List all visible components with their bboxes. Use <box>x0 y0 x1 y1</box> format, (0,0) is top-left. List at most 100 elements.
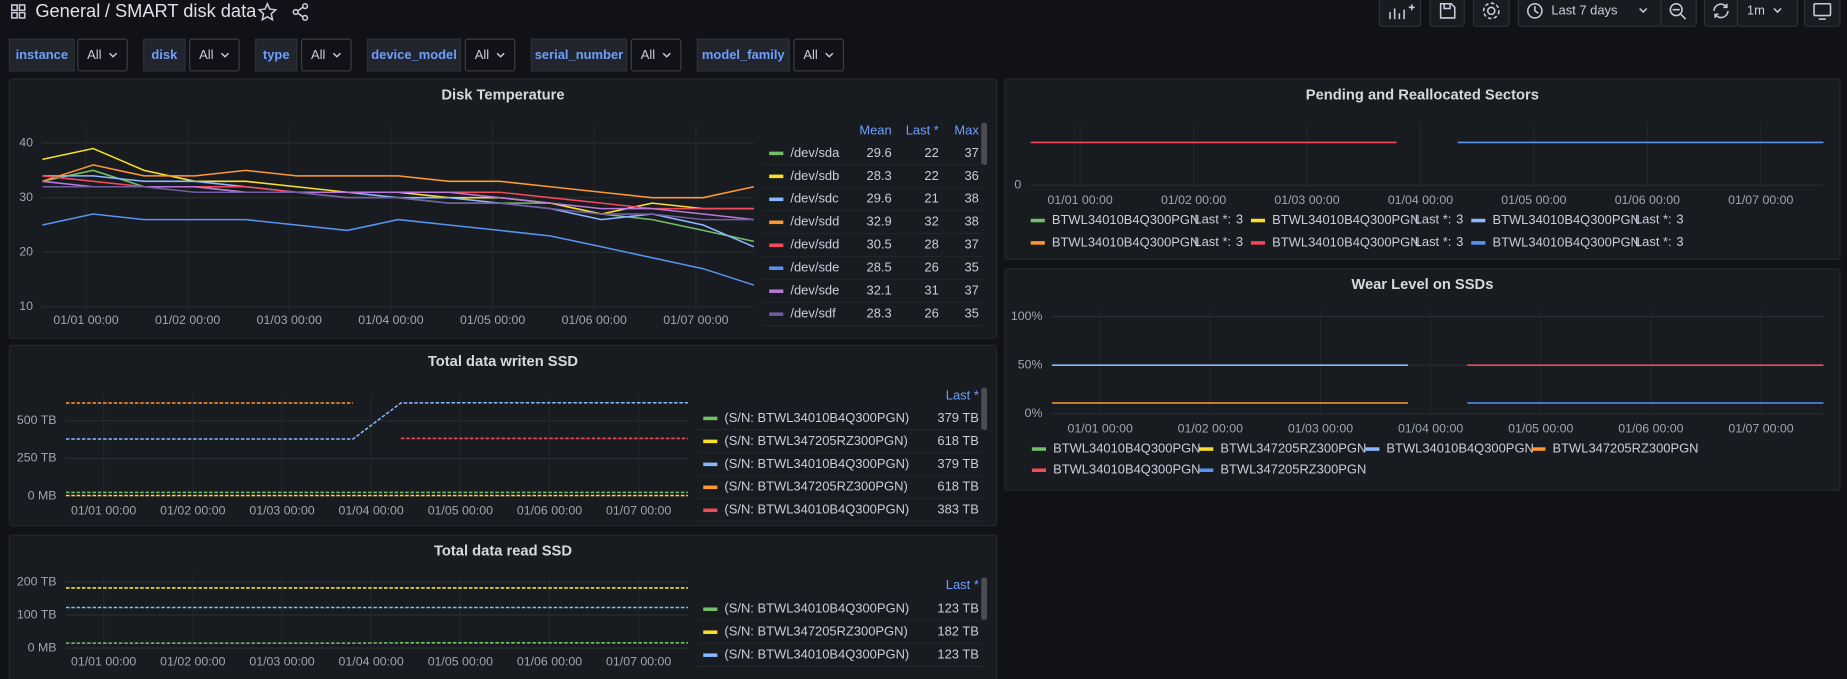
panel-title[interactable]: Disk Temperature <box>441 88 564 104</box>
legend-name[interactable]: BTWL34010B4Q300PGN <box>1272 234 1419 249</box>
x-tick-label: 01/05 00:00 <box>428 504 493 518</box>
legend-name[interactable]: BTWL34010B4Q300PGN <box>1492 234 1639 249</box>
legend-stat: Last *: 3 <box>1415 234 1464 249</box>
legend-name[interactable]: (S/N: BTWL34010B4Q300PGN) <box>724 410 909 425</box>
legend-name[interactable]: (S/N: BTWL34010B4Q300PGN) <box>724 601 909 616</box>
legend-name[interactable]: BTWL34010B4Q300PGN <box>1272 212 1419 227</box>
legend-value: 22 <box>924 168 938 183</box>
apps-icon[interactable] <box>11 4 26 19</box>
variable-select[interactable] <box>189 38 240 72</box>
share-icon[interactable] <box>292 3 309 22</box>
legend-swatch <box>1199 447 1214 451</box>
legend-name[interactable]: /dev/sdc <box>790 191 839 206</box>
legend-name[interactable]: BTWL34010B4Q300PGN <box>1053 462 1200 477</box>
add-panel-button[interactable] <box>1378 0 1422 27</box>
legend-header[interactable]: Max <box>954 122 979 137</box>
variable-value[interactable]: All <box>475 47 490 62</box>
star-icon[interactable] <box>257 1 278 22</box>
legend-name[interactable]: (S/N: BTWL347205RZ300PGN) <box>724 624 907 639</box>
variable-value[interactable]: All <box>311 47 326 62</box>
panel-title[interactable]: Total data writen SSD <box>428 354 579 370</box>
legend-value: 28.5 <box>867 260 892 275</box>
x-tick-label: 01/02 00:00 <box>160 655 225 669</box>
legend-name[interactable]: BTWL34010B4Q300PGN <box>1052 234 1199 249</box>
variable-value[interactable]: All <box>199 47 214 62</box>
legend-scrollbar <box>981 577 988 620</box>
chevron <box>109 52 118 58</box>
panel: Total data read SSD 200 TB 100 TB 0 MB 01/01… <box>8 534 998 679</box>
panel-title[interactable]: Pending and Reallocated Sectors <box>1306 88 1539 104</box>
panel-title[interactable]: Wear Level on SSDs <box>1351 277 1493 293</box>
legend-header[interactable]: Last * <box>946 387 979 402</box>
legend-name[interactable]: BTWL34010B4Q300PGN <box>1492 212 1639 227</box>
legend-header[interactable]: Last * <box>946 577 979 592</box>
refresh-interval[interactable] <box>1736 0 1799 27</box>
x-tick-label: 01/02 00:00 <box>1161 193 1226 207</box>
legend-name[interactable]: /dev/sde <box>790 260 839 275</box>
legend-name[interactable]: BTWL347205RZ300PGN <box>1553 440 1699 455</box>
legend-header[interactable]: Last * <box>906 122 939 137</box>
panel: Total data writen SSD 500 TB 250 TB 0 MB 01/… <box>8 344 998 527</box>
legend-name[interactable]: BTWL347205RZ300PGN <box>1220 462 1366 477</box>
variable-label: instance <box>16 47 69 62</box>
legend-value: 28.3 <box>867 306 892 321</box>
variable-select[interactable] <box>630 38 682 72</box>
legend-name[interactable]: BTWL34010B4Q300PGN <box>1386 440 1533 455</box>
x-tick-label: 01/03 00:00 <box>249 504 314 518</box>
legend-swatch <box>1471 218 1486 223</box>
legend-name[interactable]: /dev/sdf <box>790 306 836 321</box>
zoom-out-button[interactable] <box>1660 0 1697 27</box>
variable-select[interactable] <box>77 38 128 72</box>
legend-name[interactable]: /dev/sde <box>790 283 839 298</box>
panel-frame <box>1004 268 1841 491</box>
x-tick-label: 01/07 00:00 <box>1728 421 1793 435</box>
legend-name[interactable]: (S/N: BTWL34010B4Q300PGN) <box>724 647 909 662</box>
variable-label-box <box>530 38 628 72</box>
panel-frame <box>1004 78 1841 260</box>
refresh-interval-value[interactable]: 1m <box>1747 2 1765 17</box>
variable-value[interactable]: All <box>803 47 818 62</box>
breadcrumb-root[interactable]: General <box>35 0 100 21</box>
legend-name[interactable]: /dev/sda <box>790 145 840 160</box>
legend-name[interactable]: /dev/sdd <box>790 237 839 252</box>
x-tick-label: 01/03 00:00 <box>249 655 314 669</box>
settings-button[interactable] <box>1473 0 1510 27</box>
chevron <box>496 52 505 58</box>
legend-name[interactable]: BTWL347205RZ300PGN <box>1220 440 1366 455</box>
legend-swatch <box>703 485 718 490</box>
legend-name[interactable]: BTWL34010B4Q300PGN <box>1052 212 1199 227</box>
time-range[interactable]: Last 7 days <box>1551 2 1617 17</box>
variable-select[interactable] <box>464 38 516 72</box>
legend-value: 618 TB <box>937 433 978 448</box>
toolbar-icons <box>1389 2 1832 20</box>
legend-value: 379 TB <box>937 410 978 425</box>
legend-name[interactable]: BTWL34010B4Q300PGN <box>1053 440 1200 455</box>
legend-name[interactable]: /dev/sdb <box>790 168 839 183</box>
variable-label-box <box>143 38 186 72</box>
legend-name[interactable]: (S/N: BTWL347205RZ300PGN) <box>724 433 907 448</box>
panel: Wear Level on SSDs 100% 50% 0% 01/01 00:00 01… <box>1004 268 1841 491</box>
y-tick-label: 200 TB <box>17 574 57 588</box>
save-button[interactable] <box>1429 0 1465 27</box>
legend-name[interactable]: (S/N: BTWL347205RZ300PGN) <box>724 479 907 494</box>
legend-stat-label: Last *: <box>1635 234 1672 249</box>
series-line <box>42 213 755 286</box>
variable-select[interactable] <box>300 38 352 72</box>
variable-select[interactable] <box>793 38 844 72</box>
variable-label: device_model <box>371 47 457 62</box>
x-tick-label: 01/01 00:00 <box>53 313 118 327</box>
legend-header[interactable]: Mean <box>859 122 891 137</box>
legend-stat: Last *: 3 <box>1635 212 1684 227</box>
legend-value: 618 TB <box>937 479 978 494</box>
panel-title[interactable]: Total data read SSD <box>434 543 572 559</box>
legend-name[interactable]: (S/N: BTWL34010B4Q300PGN) <box>724 456 909 471</box>
variable-value[interactable]: All <box>87 47 102 62</box>
variable-value[interactable]: All <box>641 47 656 62</box>
legend-swatch <box>1531 447 1546 451</box>
variable: model_family All <box>696 38 844 72</box>
chevron <box>662 52 671 58</box>
legend-name[interactable]: /dev/sdd <box>790 214 839 229</box>
legend-name[interactable]: (S/N: BTWL34010B4Q300PGN) <box>724 502 909 517</box>
legend-swatch <box>769 174 784 179</box>
